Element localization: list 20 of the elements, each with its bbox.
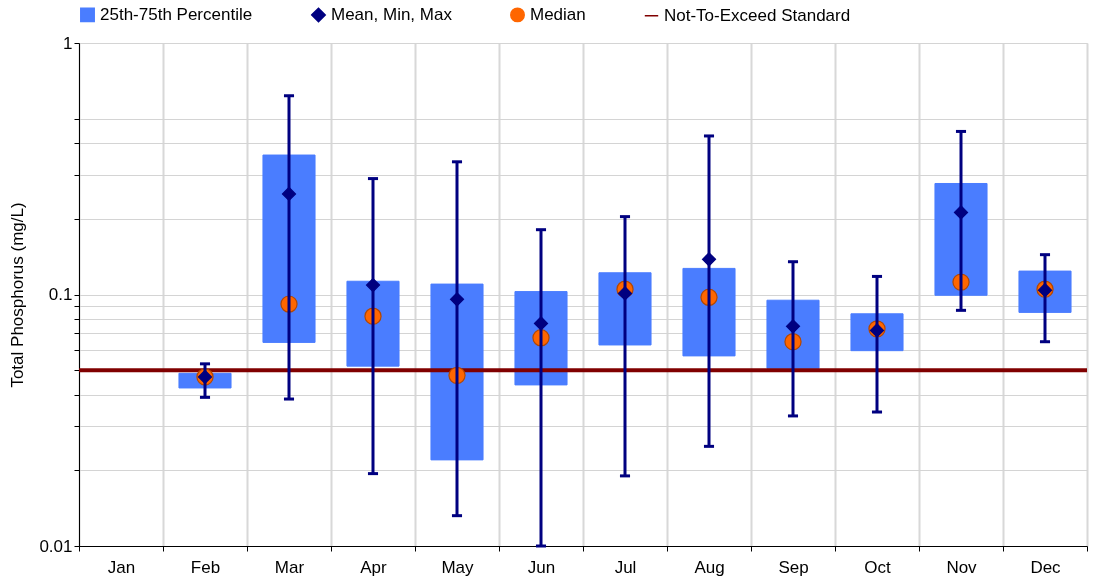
y-tick-label: 0.1 [48, 285, 73, 304]
x-tick-label: Jun [527, 557, 556, 577]
x-tick-label: Dec [1030, 557, 1062, 577]
x-tick-label: Jan [107, 557, 136, 577]
x-tick-label: Sep [778, 557, 809, 577]
x-tick-label: Oct [864, 557, 891, 577]
y-tick-label: 0.01 [39, 536, 73, 556]
x-tick-label: May [441, 557, 475, 577]
x-tick-label: Feb [190, 557, 221, 577]
x-tick-label: Jul [614, 557, 637, 577]
legend-label: Median [530, 4, 586, 24]
x-tick-label: Apr [360, 557, 388, 577]
x-tick-label: Aug [694, 557, 725, 577]
legend-label: Not-To-Exceed Standard [664, 5, 851, 25]
legend-label: 25th-75th Percentile [100, 4, 253, 24]
x-tick-label: Nov [946, 557, 978, 577]
legend-label: Mean, Min, Max [331, 4, 453, 24]
y-axis-title: Total Phosphorus (mg/L) [8, 202, 28, 388]
x-tick-label: Mar [274, 557, 305, 577]
y-tick-label: 1 [63, 33, 73, 53]
